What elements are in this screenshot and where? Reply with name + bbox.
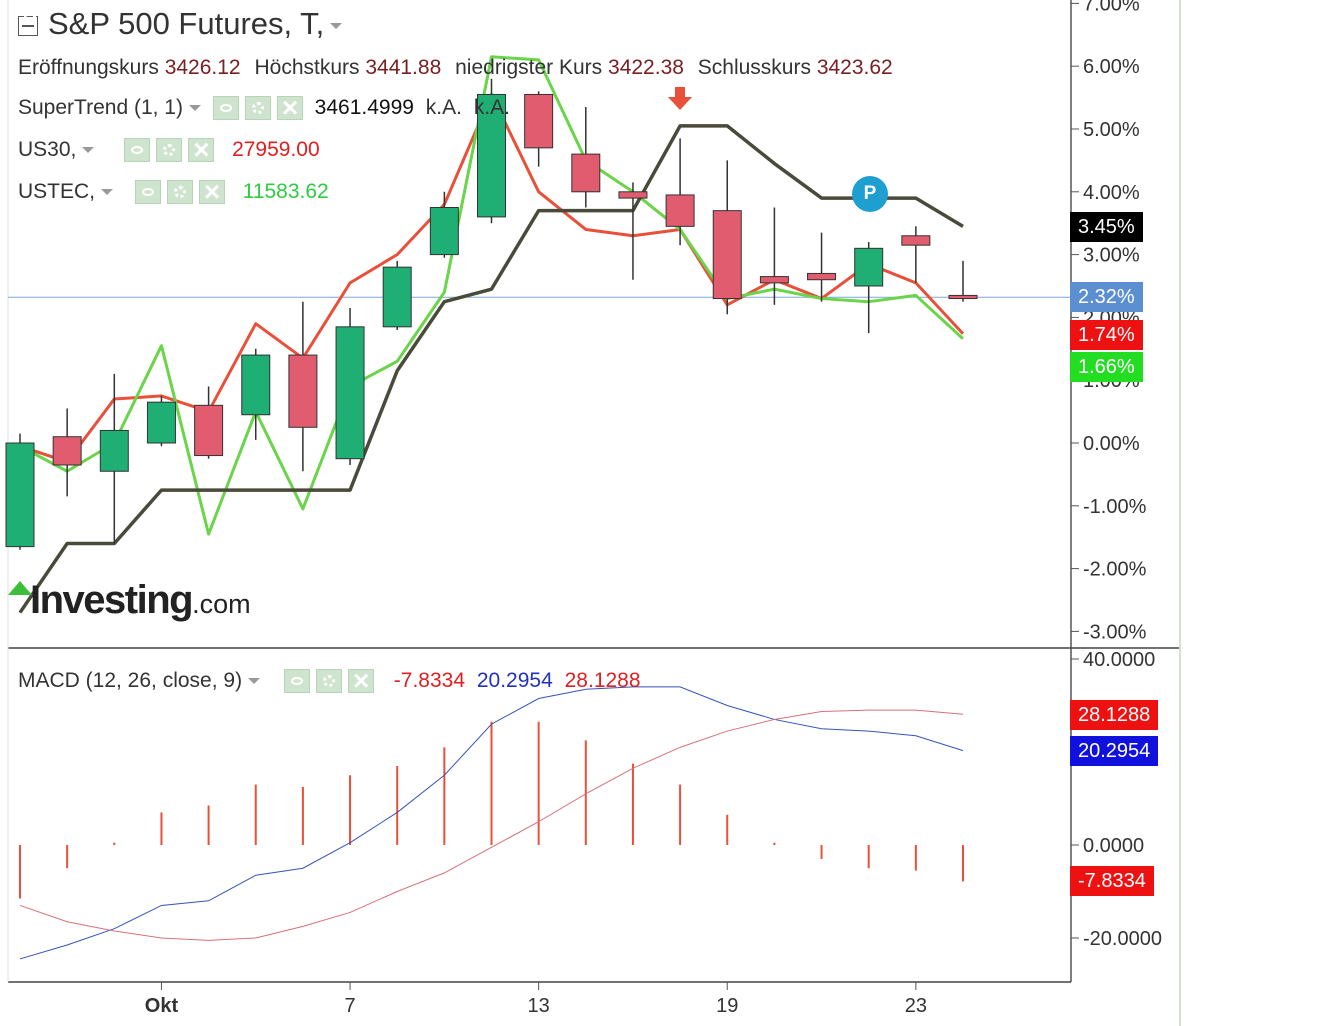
y-tick-label: 0.00% <box>1083 433 1140 455</box>
gear-icon[interactable] <box>156 138 183 163</box>
ustec-legend: USTEC, 11583.62 <box>18 176 329 208</box>
macd-value: 20.2954 <box>476 669 553 692</box>
open-value: 3426.12 <box>164 56 241 79</box>
macd-label[interactable]: MACD (12, 26, close, 9) <box>18 669 243 692</box>
ustec-value: 11583.62 <box>242 180 329 203</box>
close-icon[interactable] <box>198 176 225 208</box>
close-value: 3423.62 <box>816 56 893 79</box>
us30-label[interactable]: US30, <box>18 138 77 161</box>
badge-us30: 1.74% <box>1070 320 1143 350</box>
x-tick-label: 7 <box>344 995 355 1017</box>
close-icon[interactable] <box>276 92 303 124</box>
us30-value: 27959.00 <box>232 138 320 161</box>
candle-body <box>288 354 318 428</box>
candle-body <box>477 93 506 218</box>
eye-icon[interactable] <box>283 669 310 694</box>
instrument-title: S&P 500 Futures, T, <box>48 6 325 41</box>
y-tick-label: 3.00% <box>1083 245 1140 267</box>
chevron-down-icon[interactable] <box>101 189 114 196</box>
supertrend-label[interactable]: SuperTrend (1, 1) <box>18 96 183 119</box>
investing-logo: Investing.com <box>8 578 251 623</box>
y-tick-label: 5.00% <box>1083 119 1140 141</box>
x-tick-label: 19 <box>716 995 738 1017</box>
candle-body <box>52 436 82 466</box>
chevron-down-icon[interactable] <box>82 147 95 154</box>
supertrend-value-2: k.A. <box>425 96 462 119</box>
candle-body <box>429 207 459 256</box>
chevron-down-icon[interactable] <box>330 22 343 29</box>
macd-legend: MACD (12, 26, close, 9) -7.8334 20.2954 … <box>18 665 641 697</box>
candle-body <box>807 272 837 281</box>
supertrend-value-3: k.A. <box>473 96 510 119</box>
y-tick-label: 7.00% <box>1083 0 1140 15</box>
candle-body <box>759 276 789 284</box>
candle-body <box>194 404 224 457</box>
arrow-up-icon <box>8 581 32 595</box>
low-label: niedrigster Kurs <box>455 56 603 79</box>
us30-legend: US30, 27959.00 <box>18 134 320 166</box>
y-tick-label: -3.00% <box>1083 621 1147 643</box>
macd-signal-line <box>19 709 964 941</box>
badge-spx: 2.32% <box>1070 282 1143 312</box>
chart-title: S&P 500 Futures, T, <box>18 6 343 42</box>
candle-body <box>99 429 129 472</box>
high-value: 3441.88 <box>365 56 442 79</box>
candle-body <box>618 191 648 199</box>
candle-body <box>665 194 695 227</box>
gear-icon[interactable] <box>315 669 342 694</box>
supertrend-value: 3461.4999 <box>314 96 414 119</box>
close-label: Schlusskurs <box>697 56 811 79</box>
badge-macd-signal: 28.1288 <box>1070 700 1159 730</box>
gear-icon[interactable] <box>166 180 193 205</box>
eye-icon[interactable] <box>212 96 239 121</box>
macd-y-tick-label: 0.0000 <box>1083 835 1144 857</box>
ustec-label[interactable]: USTEC, <box>18 180 96 203</box>
arrow-down-icon <box>668 87 692 110</box>
logo-domain: .com <box>192 589 251 619</box>
macd-y-tick-label: 40.0000 <box>1083 649 1155 671</box>
close-icon[interactable] <box>347 665 374 697</box>
candle-body <box>712 210 742 300</box>
candle-body <box>854 247 884 287</box>
high-label: Höchstkurs <box>254 56 360 79</box>
low-value: 3422.38 <box>608 56 684 79</box>
eye-icon[interactable] <box>134 180 161 205</box>
gear-icon[interactable] <box>244 96 271 121</box>
open-label: Eröffnungskurs <box>18 56 159 79</box>
logo-word: Investing <box>30 578 194 622</box>
badge-supertrend: 3.45% <box>1070 212 1143 242</box>
y-tick-label: 4.00% <box>1083 182 1140 204</box>
candle-body <box>524 93 554 149</box>
eye-icon[interactable] <box>124 138 151 163</box>
candle-body <box>948 294 978 300</box>
supertrend-legend: SuperTrend (1, 1) 3461.4999 k.A. k.A. <box>18 92 510 124</box>
badge-macd-hist: -7.8334 <box>1070 866 1154 896</box>
badge-macd: 20.2954 <box>1070 736 1159 766</box>
candle-body <box>146 401 176 444</box>
candle-body <box>5 442 35 548</box>
macd-y-tick-label: -20.0000 <box>1083 928 1162 950</box>
y-tick-label: -2.00% <box>1083 559 1147 581</box>
macd-signal-value: 28.1288 <box>564 669 641 692</box>
x-tick-label: 23 <box>905 995 927 1017</box>
x-tick-label: 13 <box>528 995 550 1017</box>
candle-body <box>241 354 271 416</box>
series-line-ustec <box>19 55 965 536</box>
chevron-down-icon[interactable] <box>188 105 201 112</box>
x-tick-label: Okt <box>145 995 179 1017</box>
close-icon[interactable] <box>188 134 215 166</box>
badge-ustec: 1.66% <box>1070 352 1143 382</box>
candle-body <box>571 153 601 193</box>
y-tick-label: -1.00% <box>1083 496 1147 518</box>
macd-line <box>19 686 964 960</box>
macd-hist-value: -7.8334 <box>393 669 466 692</box>
candle-body <box>382 266 412 328</box>
candle-body <box>335 326 365 460</box>
pivot-marker[interactable]: P <box>852 176 888 212</box>
ohlc-legend: Eröffnungskurs 3426.12 Höchstkurs 3441.8… <box>18 56 893 80</box>
series-line-supertrend <box>18 124 964 614</box>
chevron-down-icon[interactable] <box>248 678 261 685</box>
y-tick-label: 6.00% <box>1083 56 1140 78</box>
candle-body <box>901 235 931 246</box>
